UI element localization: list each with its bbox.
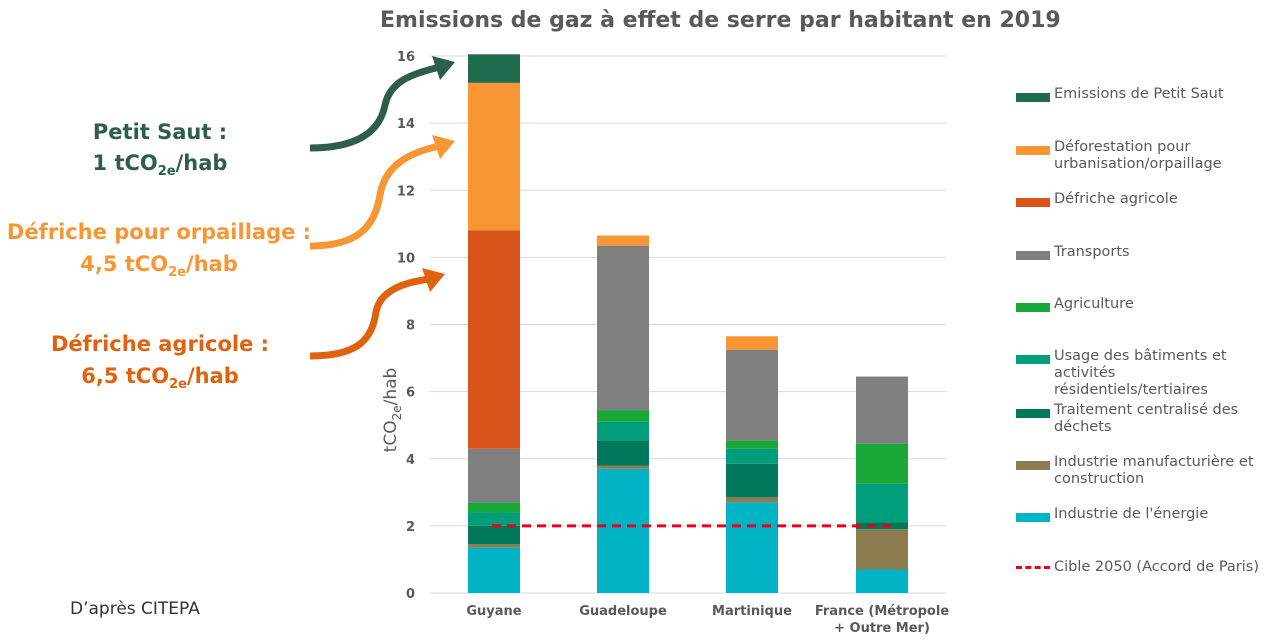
bar-segment <box>726 336 778 350</box>
x-tick-label: + Outre Mer) <box>834 621 930 636</box>
bar-segment <box>726 497 778 503</box>
bar-segment <box>468 512 520 526</box>
legend-swatch <box>1016 198 1050 207</box>
y-tick-label: 4 <box>406 453 415 468</box>
arrow-petit-saut <box>309 56 455 152</box>
bar-segment <box>726 463 778 498</box>
bar-segment <box>726 349 778 441</box>
annotation-orpaillage-unit: /hab <box>185 252 238 276</box>
annotation-agricole-line2: 6,5 tCO2e/hab <box>40 360 280 401</box>
source-note: D’après CITEPA <box>70 599 200 619</box>
bars <box>468 54 908 593</box>
legend-label: Cible 2050 (Accord de Paris) <box>1054 559 1259 575</box>
x-tick-label: France (Métropole <box>815 604 949 619</box>
bar-segment <box>468 502 520 513</box>
y-tick-label: 14 <box>397 117 415 132</box>
legend-label: Usage des bâtiments et activités résiden… <box>1054 348 1227 398</box>
y-axis-label-unit: /hab <box>381 368 401 406</box>
y-tick-label: 8 <box>406 319 415 334</box>
y-axis-ticks: 0 2 4 6 8 10 12 14 16 <box>397 50 415 602</box>
bar-segment <box>468 54 520 83</box>
legend-label: Transports <box>1054 244 1130 260</box>
legend-swatch <box>1016 409 1050 418</box>
legend-swatch <box>1016 146 1050 155</box>
y-tick-label: 10 <box>397 251 415 266</box>
bar-segment <box>468 230 520 449</box>
annotation-orpaillage: Défriche pour orpaillage : 4,5 tCO2e/hab <box>0 216 318 289</box>
legend-label: Agriculture <box>1054 296 1134 312</box>
legend-swatch <box>1016 513 1050 522</box>
bar-segment <box>597 235 649 246</box>
annotation-orpaillage-line1: Défriche pour orpaillage : <box>6 220 312 244</box>
annotation-agricole-unit: /hab <box>186 364 239 388</box>
annotation-petit-saut-line2: 1 tCO2e/hab <box>40 148 280 187</box>
bar-segment <box>726 448 778 464</box>
bar-segment <box>856 483 908 523</box>
legend-swatch <box>1016 461 1050 470</box>
legend-swatch <box>1016 566 1050 569</box>
legend-swatch <box>1016 251 1050 260</box>
bar-segment <box>468 448 520 503</box>
bar-segment <box>468 525 520 545</box>
legend-label: Industrie manufacturière et construction <box>1054 454 1254 487</box>
y-tick-label: 0 <box>406 587 415 602</box>
annotation-orpaillage-sub: 2e <box>168 265 186 281</box>
bar-segment <box>468 544 520 548</box>
legend-swatch <box>1016 303 1050 312</box>
annotation-agricole-value: 6,5 tCO <box>81 364 170 388</box>
y-tick-label: 12 <box>397 184 415 199</box>
arrow-agricole <box>309 268 445 360</box>
y-axis-label: tCO2e/hab <box>381 368 404 453</box>
legend-swatch <box>1016 93 1050 102</box>
y-tick-label: 16 <box>397 50 415 65</box>
y-axis-label-main: tCO <box>381 420 401 452</box>
chart-title: Emissions de gaz à effet de serre par ha… <box>380 8 1061 33</box>
bar-segment <box>468 547 520 593</box>
annotation-petit-saut-sub: 2e <box>157 164 176 180</box>
legend-swatch <box>1016 355 1050 364</box>
legend-label: Défriche agricole <box>1054 191 1178 207</box>
y-axis-label-sub: 2e <box>390 405 404 420</box>
annotation-agricole-line1: Défriche agricole : <box>50 332 270 356</box>
annotation-petit-saut-unit: /hab <box>175 151 228 175</box>
bar-segment <box>856 529 908 570</box>
bar-segment <box>597 468 649 593</box>
bar-segment <box>597 410 649 422</box>
arrow-orpaillage <box>309 135 455 250</box>
bar-segment <box>597 245 649 411</box>
annotation-orpaillage-value: 4,5 tCO <box>80 252 169 276</box>
legend-label: Déforestation pour urbanisation/orpailla… <box>1054 139 1222 172</box>
bar-segment <box>597 440 649 466</box>
annotation-agricole-sub: 2e <box>169 377 187 393</box>
bar-segment <box>856 376 908 444</box>
bar-segment <box>726 440 778 449</box>
annotation-petit-saut-value: 1 tCO <box>92 151 158 175</box>
legend-label: Traitement centralisé des déchets <box>1054 402 1239 435</box>
y-tick-label: 2 <box>406 520 415 535</box>
annotation-petit-saut: Petit Saut : 1 tCO2e/hab <box>40 117 280 187</box>
legend-label: Industrie de l'énergie <box>1054 506 1209 522</box>
x-tick-label: Guadeloupe <box>579 604 667 619</box>
bar-segment <box>597 421 649 441</box>
y-tick-label: 6 <box>406 386 415 401</box>
annotation-orpaillage-line2: 4,5 tCO2e/hab <box>0 248 318 289</box>
x-tick-label: Martinique <box>712 604 792 619</box>
x-tick-label: Guyane <box>466 604 521 619</box>
bar-segment <box>597 465 649 469</box>
x-axis-ticks: Guyane Guadeloupe Martinique France (Métrop… <box>466 604 949 636</box>
annotation-agricole: Défriche agricole : 6,5 tCO2e/hab <box>40 328 280 401</box>
bar-segment <box>856 443 908 484</box>
annotation-petit-saut-line1: Petit Saut : <box>92 120 228 144</box>
bar-segment <box>856 569 908 593</box>
bar-segment <box>468 82 520 231</box>
bar-segment <box>726 502 778 593</box>
legend-label: Emissions de Petit Saut <box>1054 86 1224 102</box>
